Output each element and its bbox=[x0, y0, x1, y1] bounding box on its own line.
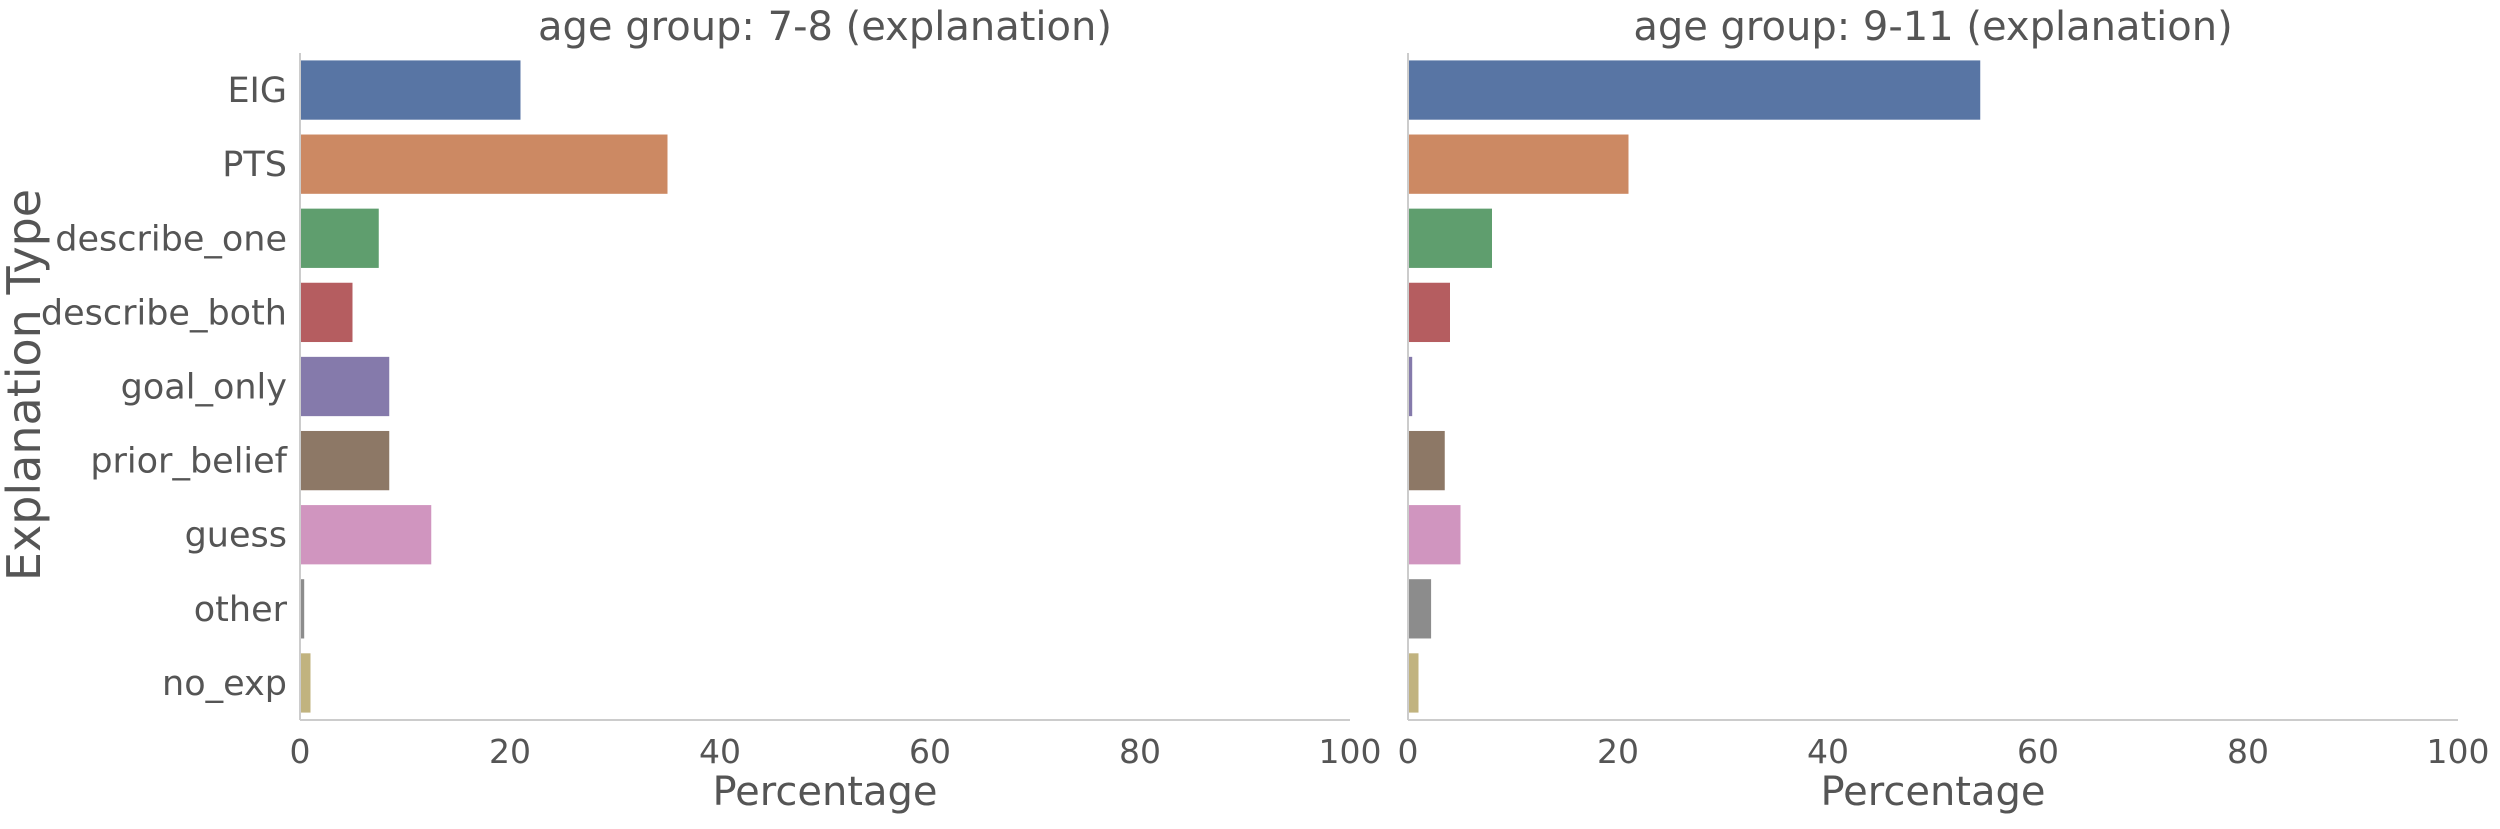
x-axis-title: Percentage bbox=[712, 769, 937, 815]
panel-title: age group: 7-8 (explanation) bbox=[538, 4, 1112, 50]
bar-goal-only bbox=[300, 356, 390, 417]
x-tick-label: 80 bbox=[1119, 732, 1161, 771]
y-tick-label: no_exp bbox=[162, 664, 287, 704]
bar-describe-one bbox=[300, 208, 379, 268]
bar-EIG bbox=[300, 60, 521, 120]
y-axis-title: Explanation Type bbox=[0, 189, 51, 581]
panel-age-7-8: age group: 7-8 (explanation) Percentage … bbox=[41, 4, 1382, 815]
bar-no-exp bbox=[300, 653, 311, 713]
x-tick-label: 80 bbox=[2227, 732, 2269, 771]
bar-prior-belief bbox=[300, 430, 390, 491]
bar-other bbox=[1408, 579, 1432, 639]
bar-PTS bbox=[1408, 134, 1629, 194]
y-tick-label: goal_only bbox=[121, 368, 287, 408]
y-tick-label: guess bbox=[185, 516, 287, 556]
x-tick-label: 100 bbox=[2427, 732, 2490, 771]
y-tick-label: describe_one bbox=[55, 219, 287, 259]
bar-EIG bbox=[1408, 60, 1981, 120]
bar-other bbox=[300, 579, 305, 639]
y-tick-label: PTS bbox=[222, 145, 287, 185]
y-tick-label: other bbox=[194, 590, 288, 630]
bar-no-exp bbox=[1408, 653, 1419, 713]
panel-age-9-11: age group: 9-11 (explanation) Percentage… bbox=[1398, 4, 2490, 815]
bar-PTS bbox=[300, 134, 668, 194]
x-tick-label: 60 bbox=[2017, 732, 2059, 771]
bar-goal-only bbox=[1408, 356, 1413, 417]
bar-prior-belief bbox=[1408, 430, 1445, 491]
x-tick-label: 20 bbox=[1597, 732, 1639, 771]
x-tick-label: 100 bbox=[1319, 732, 1382, 771]
panel-title: age group: 9-11 (explanation) bbox=[1633, 4, 2232, 50]
x-tick-label: 0 bbox=[1398, 732, 1419, 771]
x-axis-title: Percentage bbox=[1820, 769, 2045, 815]
y-tick-label: describe_both bbox=[41, 293, 287, 333]
y-tick-label: prior_belief bbox=[90, 442, 287, 482]
bar-describe-one bbox=[1408, 208, 1492, 268]
x-tick-label: 40 bbox=[1807, 732, 1849, 771]
bar-describe-both bbox=[300, 282, 353, 343]
bar-guess bbox=[1408, 505, 1461, 565]
bar-guess bbox=[300, 505, 432, 565]
bar-describe-both bbox=[1408, 282, 1450, 343]
x-tick-label: 20 bbox=[489, 732, 531, 771]
x-tick-label: 40 bbox=[699, 732, 741, 771]
y-tick-label: EIG bbox=[227, 71, 287, 111]
x-tick-label: 60 bbox=[909, 732, 951, 771]
x-tick-label: 0 bbox=[290, 732, 311, 771]
